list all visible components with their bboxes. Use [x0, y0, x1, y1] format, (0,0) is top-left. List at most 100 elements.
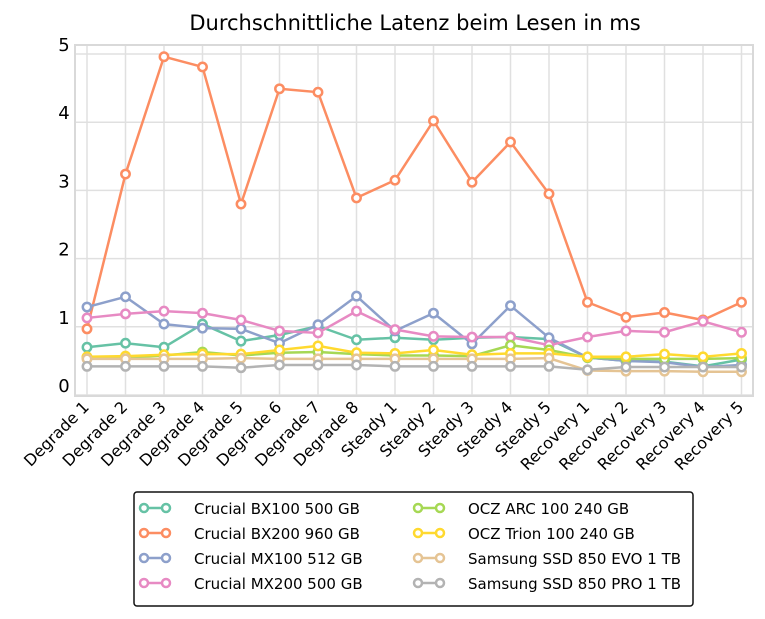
series-line — [87, 363, 742, 372]
data-point — [620, 361, 632, 373]
data-point — [543, 188, 555, 200]
chart-title: Durchschnittliche Latenz beim Lesen in m… — [189, 11, 640, 35]
data-point — [351, 290, 362, 302]
data-point — [351, 334, 362, 346]
data-point — [312, 359, 324, 371]
data-point — [659, 307, 670, 318]
legend-item: Crucial BX100 500 GB — [138, 500, 360, 518]
legend-marker — [138, 527, 150, 539]
series-line — [86, 309, 742, 347]
legend-label: OCZ ARC 100 240 GB — [468, 500, 629, 518]
data-point — [466, 360, 478, 372]
data-point — [466, 331, 478, 343]
data-point — [274, 325, 285, 337]
data-point — [736, 326, 747, 338]
series-line — [87, 356, 742, 374]
series-3 — [81, 305, 747, 351]
data-point — [659, 361, 670, 373]
legend-marker — [160, 527, 172, 539]
legend-marker — [138, 577, 150, 589]
legend-marker — [160, 577, 172, 589]
legend-marker — [160, 552, 172, 564]
legend-marker — [434, 577, 446, 589]
data-point — [120, 360, 131, 372]
data-point — [620, 325, 632, 337]
data-point — [235, 198, 247, 210]
series-group — [81, 51, 747, 378]
data-point — [351, 305, 362, 317]
data-point — [389, 174, 401, 186]
legend-marker — [434, 527, 446, 539]
series-line — [86, 294, 742, 369]
legend-label: Crucial MX100 512 GB — [194, 550, 363, 568]
data-point — [428, 307, 439, 319]
data-point — [389, 360, 401, 372]
series-1 — [81, 51, 747, 335]
data-point — [312, 340, 324, 352]
data-point — [158, 305, 170, 317]
data-point — [582, 296, 593, 308]
series-6 — [81, 352, 747, 378]
data-point — [197, 307, 208, 319]
data-point — [620, 311, 632, 323]
data-point — [235, 352, 247, 364]
data-point — [428, 344, 439, 356]
y-tick-label: 3 — [58, 171, 69, 192]
series-7 — [81, 359, 747, 376]
legend-marker — [160, 502, 172, 514]
data-point — [697, 351, 709, 363]
legend-label: OCZ Trion 100 240 GB — [468, 525, 635, 543]
data-point — [543, 360, 555, 372]
data-point — [274, 83, 285, 95]
data-point — [659, 326, 670, 338]
data-point — [312, 327, 324, 339]
legend-item: Crucial MX200 500 GB — [138, 575, 363, 593]
legend-label: Samsung SSD 850 EVO 1 TB — [468, 550, 681, 568]
legend-label: Crucial BX100 500 GB — [194, 500, 360, 518]
data-point — [81, 323, 93, 335]
data-point — [736, 347, 747, 359]
data-point — [697, 315, 709, 327]
data-point — [158, 51, 170, 63]
data-point — [428, 330, 439, 342]
data-point — [158, 360, 170, 372]
y-tick-label: 1 — [58, 308, 69, 329]
legend-item: Crucial MX100 512 GB — [138, 550, 363, 568]
data-point — [197, 360, 208, 372]
legend-marker — [138, 552, 150, 564]
y-tick-label: 4 — [58, 103, 69, 124]
legend-marker — [412, 552, 424, 564]
legend-marker — [412, 527, 424, 539]
data-point — [466, 176, 478, 188]
legend-item: Crucial BX200 960 GB — [138, 525, 360, 543]
legend-item: OCZ ARC 100 240 GB — [412, 500, 629, 518]
y-tick-label: 5 — [58, 35, 69, 56]
data-point — [736, 296, 747, 308]
legend-item: Samsung SSD 850 PRO 1 TB — [412, 575, 681, 593]
plot-frame — [74, 44, 754, 397]
data-point — [197, 61, 208, 73]
data-point — [736, 361, 747, 373]
data-point — [158, 318, 170, 330]
legend-marker — [434, 552, 446, 564]
data-point — [505, 136, 516, 148]
data-point — [505, 360, 516, 372]
data-point — [81, 312, 93, 324]
data-point — [120, 337, 131, 349]
data-point — [582, 351, 593, 363]
legend-label: Samsung SSD 850 PRO 1 TB — [468, 575, 681, 593]
series-line — [85, 55, 743, 330]
data-point — [197, 322, 208, 334]
data-point — [81, 341, 93, 353]
data-point — [81, 301, 93, 313]
legend-marker — [412, 502, 424, 514]
legend-item: OCZ Trion 100 240 GB — [412, 525, 635, 543]
data-point — [274, 359, 285, 371]
data-point — [582, 364, 593, 376]
legend: Crucial BX100 500 GB Crucial BX200 960 GB… — [133, 491, 694, 607]
legend-item: Samsung SSD 850 EVO 1 TB — [412, 550, 681, 568]
data-point — [81, 360, 93, 372]
data-point — [505, 300, 516, 312]
